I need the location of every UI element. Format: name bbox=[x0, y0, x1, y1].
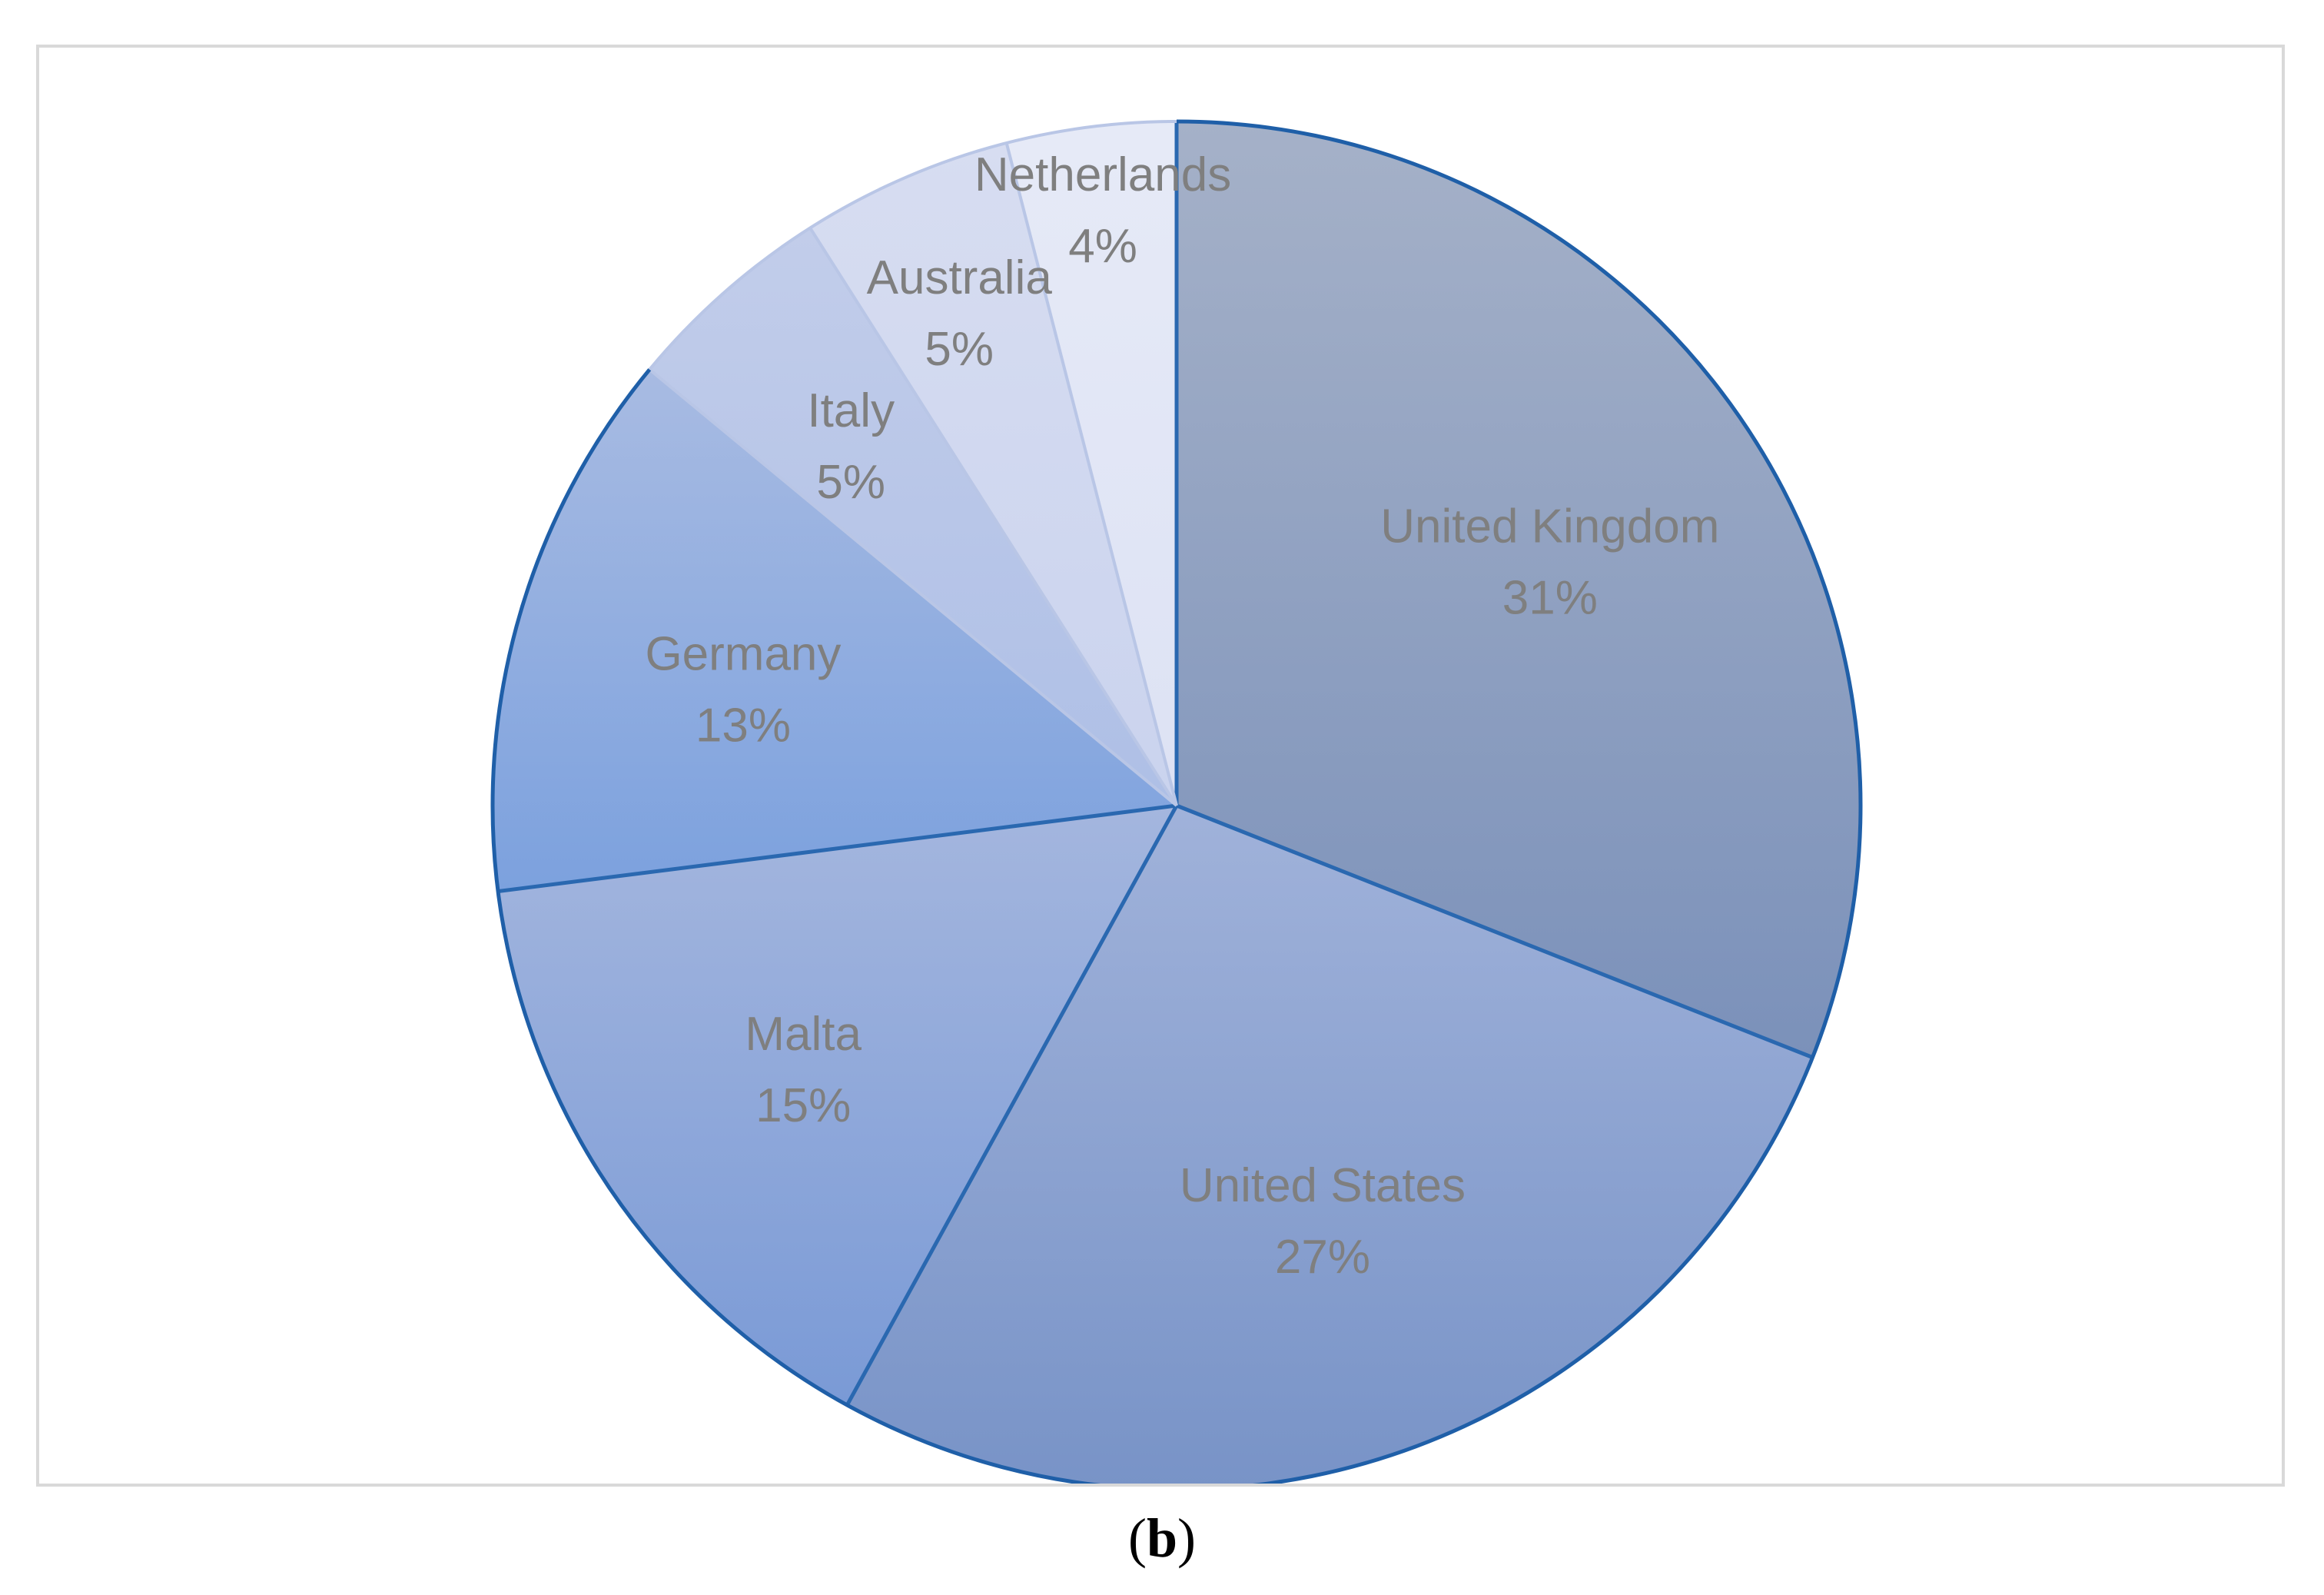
slice-label-united-kingdom: United Kingdom 31% bbox=[1380, 500, 1719, 624]
panel-caption: (b) bbox=[0, 1507, 2324, 1570]
slice-separator bbox=[1176, 803, 1814, 1059]
caption-close-paren: ) bbox=[1177, 1507, 1196, 1569]
pie-chart: United Kingdom 31% United States 27% Malta 15… bbox=[490, 119, 1863, 1484]
pie-slice-australia bbox=[810, 142, 1177, 806]
slice-label-united-states: United States 27% bbox=[1180, 1159, 1466, 1284]
caption-open-paren: ( bbox=[1127, 1507, 1147, 1569]
caption-letter: b bbox=[1146, 1507, 1178, 1569]
slice-value-united-states: 27% bbox=[1275, 1231, 1370, 1284]
slice-value-netherlands: 4% bbox=[1068, 220, 1137, 273]
slice-name-malta: Malta bbox=[745, 1008, 862, 1061]
pie-slice-germany bbox=[493, 369, 1177, 892]
pie-slice-italy bbox=[649, 228, 1177, 806]
slice-separator bbox=[648, 368, 1178, 807]
slice-value-germany: 13% bbox=[696, 699, 791, 753]
slice-label-malta: Malta 15% bbox=[745, 1008, 862, 1132]
slice-separator bbox=[845, 804, 1179, 1407]
slice-separator bbox=[1004, 142, 1178, 806]
slice-separators bbox=[490, 119, 1863, 1484]
pie-outer-rim bbox=[490, 119, 1863, 1484]
chart-frame: United Kingdom 31% United States 27% Malta 15… bbox=[36, 45, 2285, 1487]
slice-label-germany: Germany 13% bbox=[645, 628, 841, 753]
slice-label-italy: Italy 5% bbox=[807, 384, 895, 509]
slice-label-netherlands: Netherlands 4% bbox=[974, 148, 1231, 273]
slice-separator bbox=[808, 227, 1178, 807]
slice-label-australia: Australia 5% bbox=[867, 251, 1053, 376]
slice-name-australia: Australia bbox=[867, 251, 1053, 304]
slice-value-australia: 5% bbox=[925, 323, 994, 376]
slice-name-germany: Germany bbox=[645, 628, 841, 681]
pie-outer-rim-light bbox=[648, 120, 1177, 371]
slice-value-united-kingdom: 31% bbox=[1502, 571, 1598, 624]
slice-value-italy: 5% bbox=[816, 456, 885, 509]
pie-slice-united-states bbox=[847, 806, 1813, 1484]
slice-separator bbox=[497, 803, 1177, 894]
slice-name-italy: Italy bbox=[807, 384, 895, 437]
slice-labels: United Kingdom 31% United States 27% Malta 15… bbox=[645, 148, 1719, 1284]
slice-name-united-kingdom: United Kingdom bbox=[1380, 500, 1719, 553]
pie-slice-malta bbox=[498, 806, 1177, 1405]
slice-value-malta: 15% bbox=[755, 1079, 851, 1132]
slice-name-netherlands: Netherlands bbox=[974, 148, 1231, 201]
slice-name-united-states: United States bbox=[1180, 1159, 1466, 1212]
